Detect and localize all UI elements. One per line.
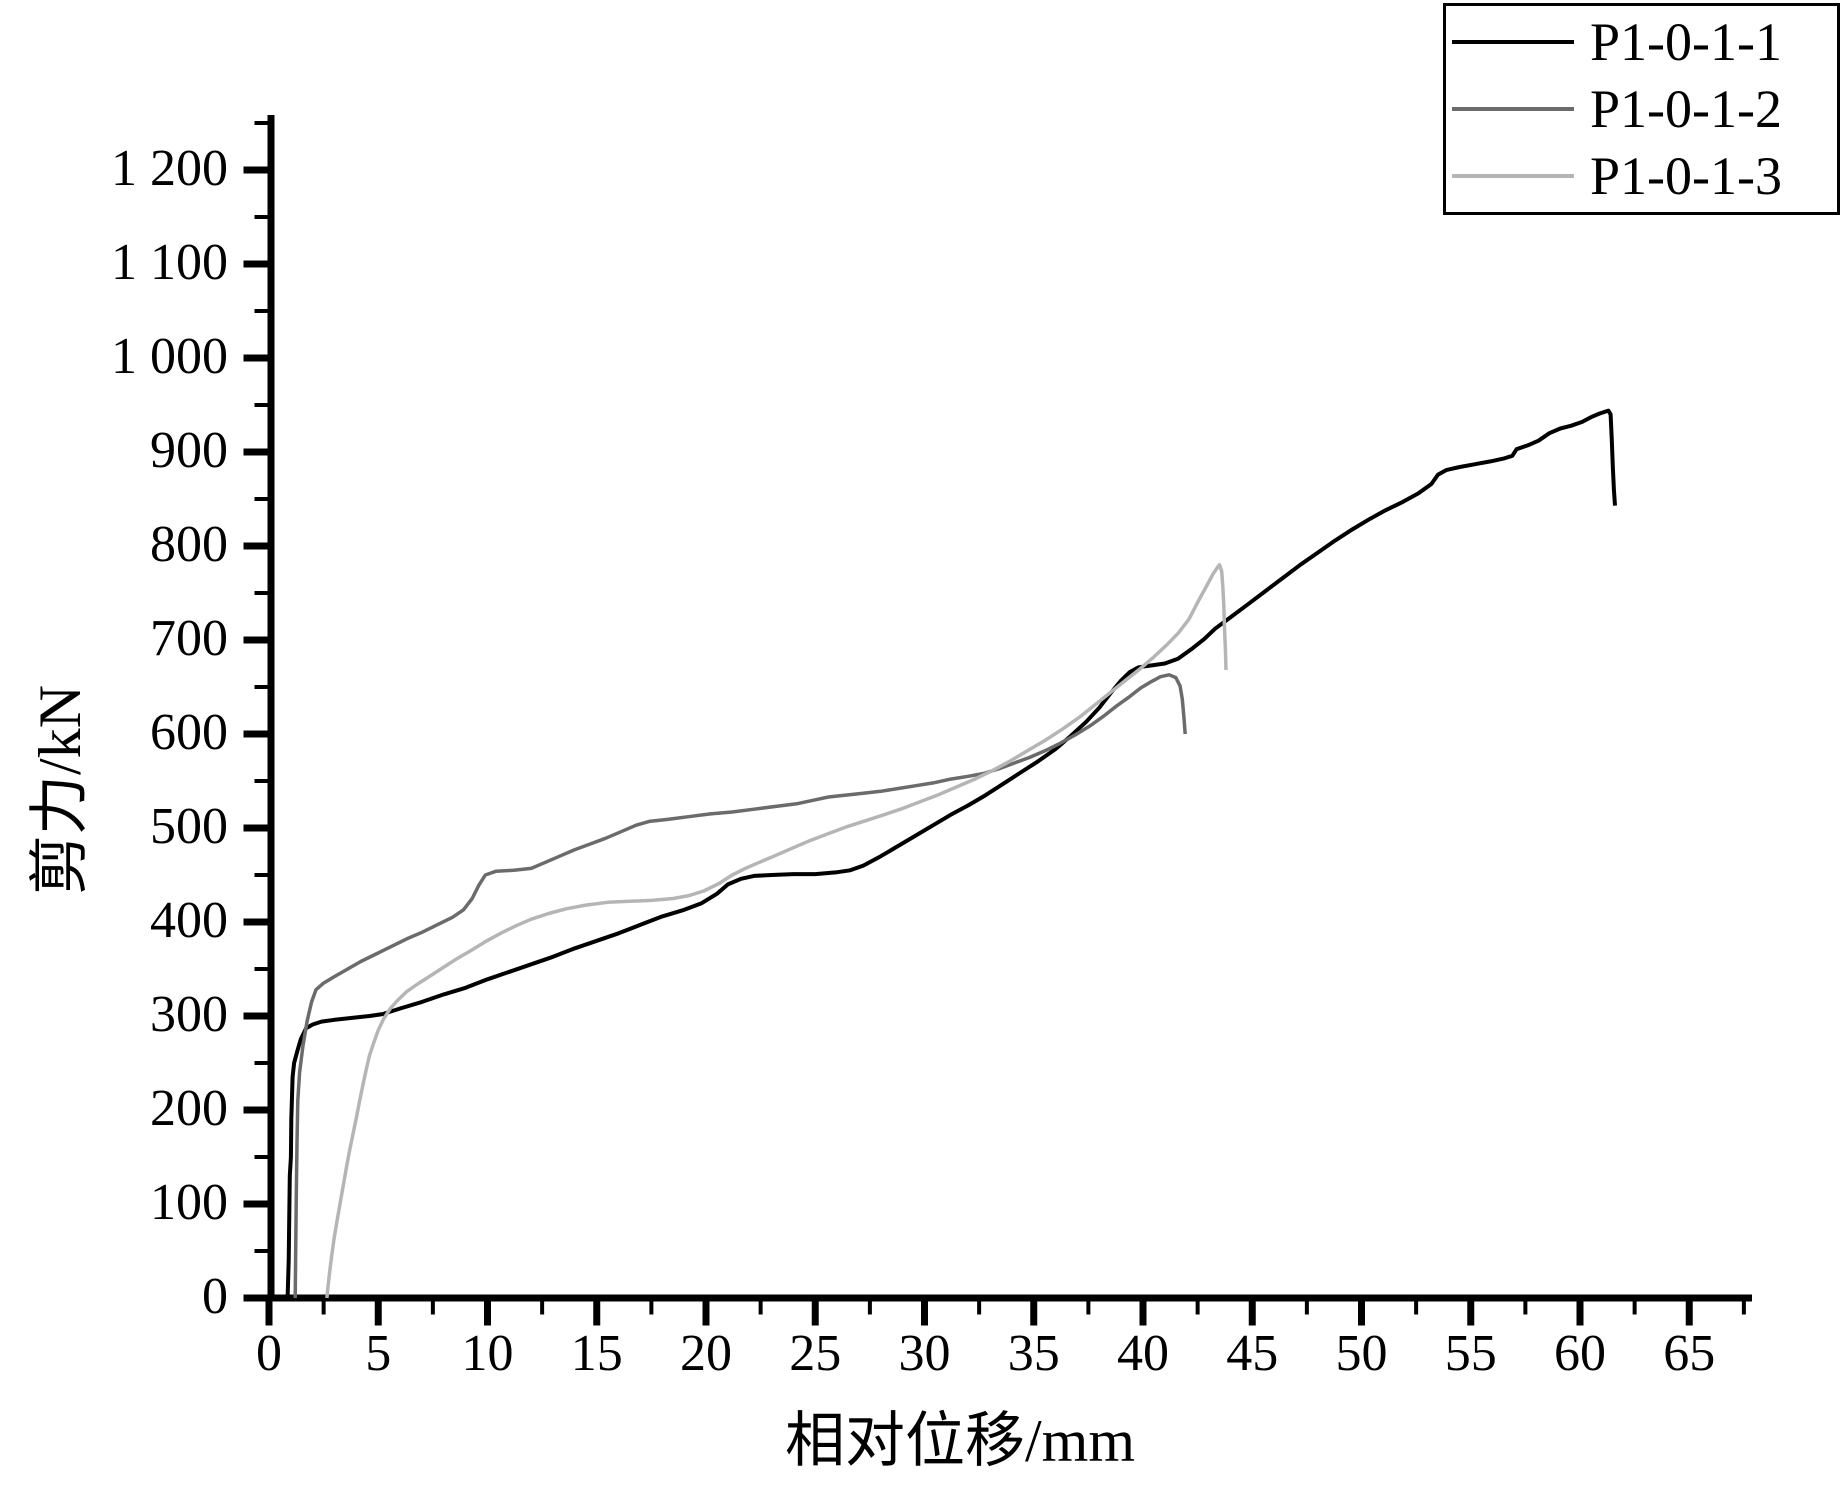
x-tick-label: 40 <box>1117 1325 1169 1382</box>
x-tick-label: 25 <box>789 1325 842 1382</box>
x-tick-label: 45 <box>1226 1325 1279 1382</box>
legend-label: P1-0-1-1 <box>1590 11 1782 72</box>
y-tick-label: 1 100 <box>111 233 228 291</box>
y-tick-label: 700 <box>150 609 228 667</box>
legend-label: P1-0-1-2 <box>1590 78 1782 139</box>
y-tick-label: 1 200 <box>111 139 228 197</box>
x-tick-label: 10 <box>461 1325 514 1382</box>
legend-item-p1-0-1-2: P1-0-1-2 <box>1452 76 1837 142</box>
y-tick-label: 400 <box>150 891 228 949</box>
x-tick-label: 20 <box>680 1325 732 1382</box>
y-tick-label: 900 <box>150 421 228 479</box>
y-tick-label: 100 <box>150 1173 228 1231</box>
legend-line-swatch <box>1452 174 1574 179</box>
x-tick-label: 35 <box>1007 1325 1060 1382</box>
y-axis-title: 剪力/kN <box>27 685 93 895</box>
series-line-p1-0-1-2 <box>293 673 1187 1299</box>
y-tick-label: 600 <box>150 703 228 761</box>
y-tick-label: 200 <box>150 1079 228 1137</box>
x-tick-label: 5 <box>365 1325 392 1382</box>
series-line-p1-0-1-3 <box>325 563 1228 1299</box>
legend-item-p1-0-1-3: P1-0-1-3 <box>1452 143 1837 209</box>
y-tick-label: 500 <box>150 797 228 855</box>
y-tick-label: 0 <box>202 1267 228 1325</box>
x-tick-label: 15 <box>570 1325 623 1382</box>
legend-label: P1-0-1-3 <box>1590 146 1782 207</box>
x-tick-label: 55 <box>1444 1325 1497 1382</box>
x-tick-label: 0 <box>256 1325 282 1382</box>
legend-line-swatch <box>1452 39 1574 44</box>
x-tick-label: 30 <box>898 1325 951 1382</box>
series-line-p1-0-1-1 <box>285 408 1617 1299</box>
y-tick-label: 300 <box>150 985 228 1043</box>
x-tick-label: 60 <box>1554 1325 1606 1382</box>
y-tick-label: 1 000 <box>111 327 228 385</box>
y-tick-label: 800 <box>150 515 228 573</box>
legend-line-swatch <box>1452 106 1574 111</box>
legend-item-p1-0-1-1: P1-0-1-1 <box>1452 9 1837 75</box>
legend-box: P1-0-1-1 P1-0-1-2 P1-0-1-3 <box>1443 3 1840 215</box>
x-tick-label: 65 <box>1663 1325 1716 1382</box>
x-axis-title: 相对位移/mm <box>784 1408 1136 1474</box>
x-tick-label: 50 <box>1335 1325 1388 1382</box>
